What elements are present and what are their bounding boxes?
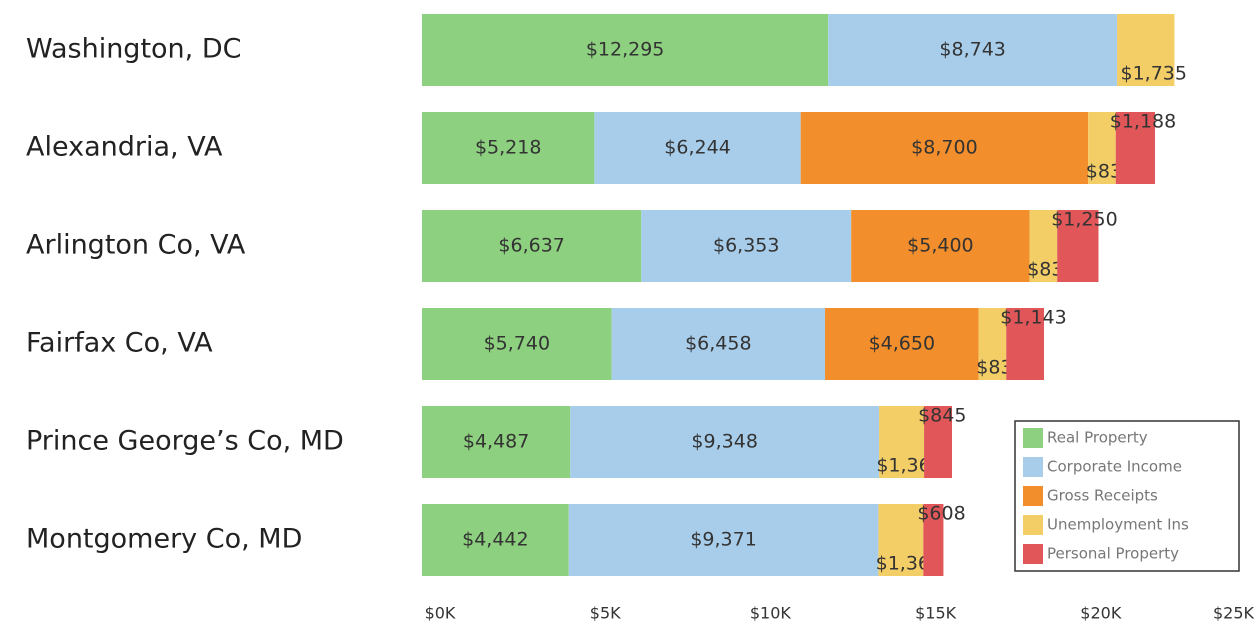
legend-box — [1014, 420, 1240, 572]
bar-segment — [978, 308, 1007, 380]
x-tick-label: $5K — [590, 604, 621, 623]
legend-swatch — [1023, 544, 1043, 564]
bar-segment — [851, 210, 1030, 282]
x-tick-label: $20K — [1080, 604, 1122, 623]
value-label: $6,244 — [664, 137, 730, 159]
value-label: $6,458 — [685, 333, 751, 355]
value-label: $8,700 — [911, 137, 977, 159]
value-label: $845 — [918, 405, 966, 427]
legend-label: Unemployment Ins — [1047, 516, 1189, 534]
category-label: Washington, DC — [26, 34, 241, 65]
value-label: $5,740 — [484, 333, 550, 355]
bar-segment — [641, 210, 852, 282]
bar-segment — [422, 210, 642, 282]
value-label: $5,400 — [907, 235, 973, 257]
category-label: Arlington Co, VA — [26, 230, 246, 261]
bar-segment — [879, 406, 925, 478]
x-tick-label: $0K — [425, 604, 456, 623]
bar-segment — [422, 112, 595, 184]
category-label: Montgomery Co, MD — [26, 524, 302, 555]
bar-segment — [1115, 112, 1155, 184]
category-label: Alexandria, VA — [26, 132, 223, 163]
bar-segment — [568, 504, 879, 576]
bar-segment — [1088, 112, 1116, 184]
value-label: $9,371 — [690, 529, 756, 551]
bar-segment — [422, 308, 612, 380]
value-label: $12,295 — [586, 39, 665, 61]
bar-segment — [1029, 210, 1058, 282]
legend-swatch — [1023, 515, 1043, 535]
bar-segment — [800, 112, 1089, 184]
value-label: $6,637 — [498, 235, 564, 257]
value-label: $1,143 — [1000, 307, 1066, 329]
category-label: Prince George’s Co, MD — [26, 426, 344, 457]
value-label: $4,650 — [869, 333, 935, 355]
bar-segment — [1057, 210, 1099, 282]
value-label: $4,487 — [463, 431, 529, 453]
legend-label: Corporate Income — [1047, 458, 1182, 476]
bar-segment — [828, 14, 1118, 86]
x-tick-label: $25K — [1213, 604, 1254, 623]
value-label: $8,743 — [939, 39, 1005, 61]
value-label: $9,348 — [691, 431, 757, 453]
value-label: $1,188 — [1110, 111, 1176, 133]
bar-segment — [594, 112, 801, 184]
value-label: $5,218 — [475, 137, 541, 159]
bar-segment — [422, 406, 571, 478]
bar-segment — [611, 308, 826, 380]
bar-segment — [1006, 308, 1045, 380]
x-tick-label: $15K — [915, 604, 957, 623]
value-label: $6,353 — [713, 235, 779, 257]
value-label: $1,250 — [1051, 209, 1117, 231]
bar-segment — [422, 14, 829, 86]
bar-segment — [422, 504, 569, 576]
legend-swatch — [1023, 457, 1043, 477]
value-label: $4,442 — [462, 529, 528, 551]
legend-label: Personal Property — [1047, 545, 1179, 563]
bar-segment — [1117, 14, 1175, 86]
x-tick-label: $10K — [750, 604, 792, 623]
legend-swatch — [1023, 428, 1043, 448]
bar-segment — [878, 504, 924, 576]
value-label: $1,735 — [1121, 63, 1187, 85]
legend-swatch — [1023, 486, 1043, 506]
bar-segment — [825, 308, 979, 380]
category-label: Fairfax Co, VA — [26, 328, 213, 359]
value-label: $608 — [917, 503, 965, 525]
bar-segment — [570, 406, 880, 478]
legend-label: Real Property — [1047, 429, 1148, 447]
bar-segment — [923, 504, 944, 576]
legend-label: Gross Receipts — [1047, 487, 1158, 505]
bar-segment — [924, 406, 952, 478]
